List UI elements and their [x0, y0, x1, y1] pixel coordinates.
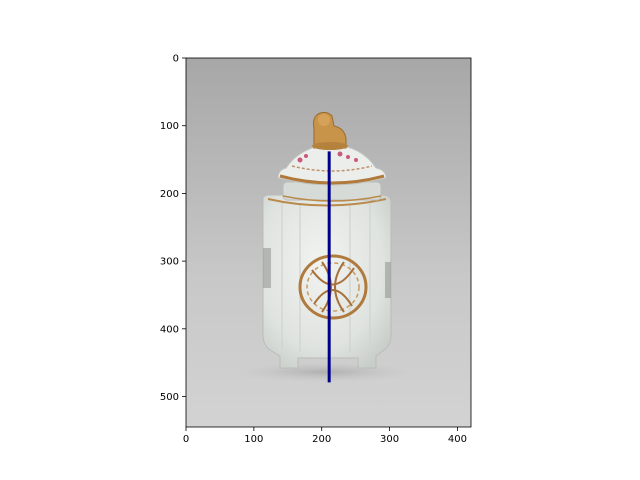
- axes-frame: [185, 57, 472, 428]
- jar-body: [262, 194, 392, 369]
- x-tick-label: 200: [312, 434, 331, 445]
- y-tick-label: 400: [160, 324, 179, 335]
- jar-lid: [277, 143, 387, 186]
- x-tick-label: 0: [183, 434, 189, 445]
- monogram-cartouche: [298, 254, 368, 320]
- y-tick-label: 200: [160, 189, 179, 200]
- y-tick-label: 500: [160, 392, 179, 403]
- photo-image: [186, 58, 471, 427]
- x-tick-label: 400: [448, 434, 467, 445]
- y-tick-label: 300: [160, 257, 179, 268]
- lid-finial: [312, 111, 348, 150]
- x-tick-label: 300: [380, 434, 399, 445]
- y-tick-label: 100: [160, 121, 179, 132]
- y-axis: 0 100 200 300 400 500: [160, 54, 186, 403]
- y-tick-label: 0: [173, 54, 179, 65]
- x-tick-label: 100: [244, 434, 263, 445]
- x-axis: 0 100 200 300 400: [183, 427, 467, 445]
